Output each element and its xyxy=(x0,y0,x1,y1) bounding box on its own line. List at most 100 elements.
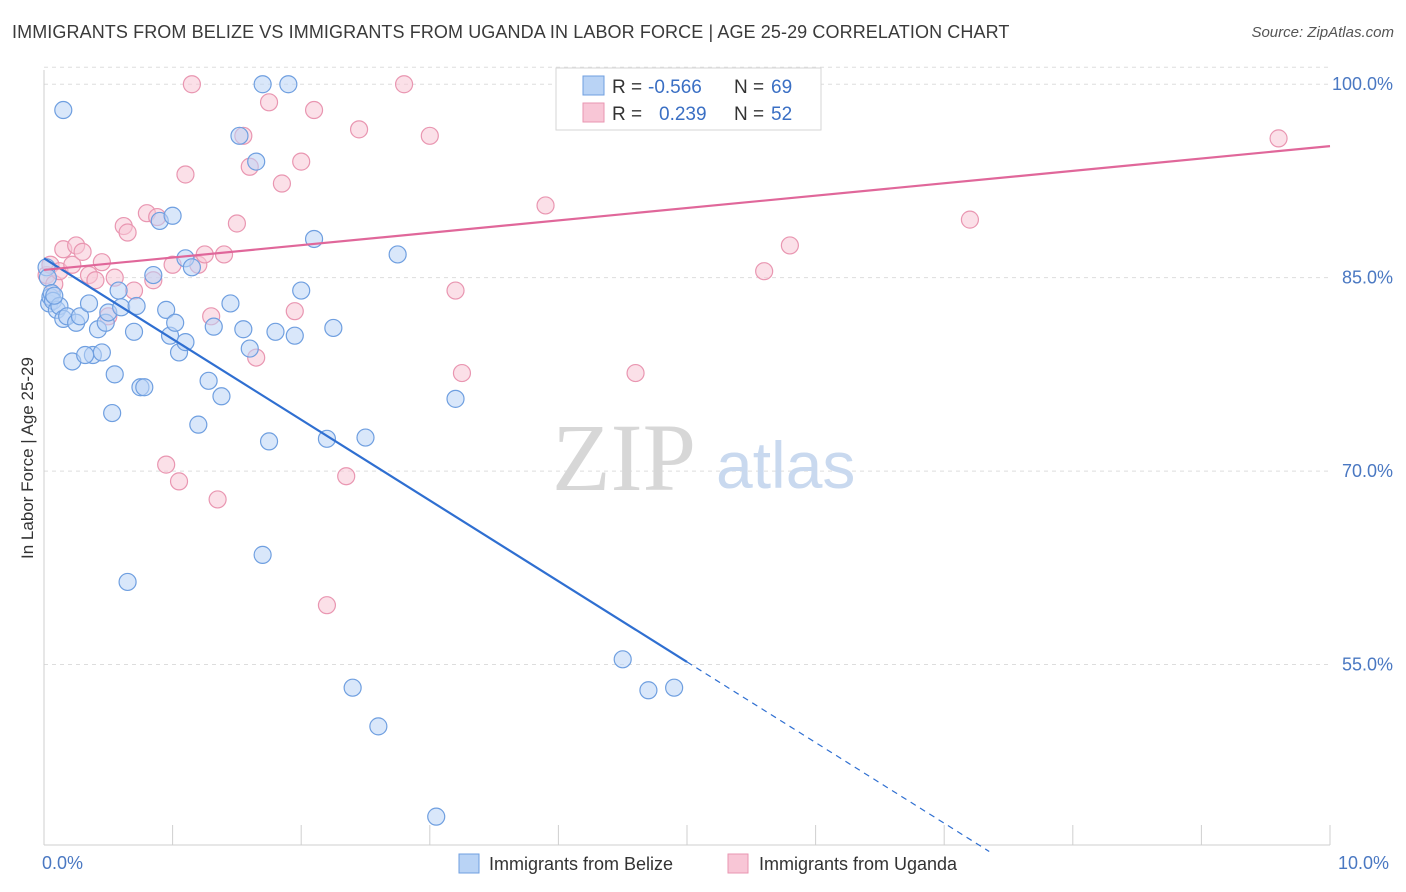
belize-point xyxy=(266,322,285,341)
belize-point xyxy=(240,339,259,358)
belize-point xyxy=(135,378,154,397)
belize-point xyxy=(166,313,185,332)
belize-point xyxy=(189,415,208,434)
uganda-point xyxy=(292,152,311,171)
uganda-point xyxy=(86,271,105,290)
uganda-point xyxy=(452,363,472,383)
uganda-point xyxy=(446,281,465,300)
y-axis-label: In Labor Force | Age 25-29 xyxy=(18,357,37,559)
belize-point xyxy=(163,206,182,225)
belize-point xyxy=(199,371,218,390)
uganda-point xyxy=(272,174,292,193)
belize-point xyxy=(38,268,57,287)
uganda-point xyxy=(208,490,227,509)
uganda-point xyxy=(317,596,337,615)
trend-lines xyxy=(43,145,1331,852)
uganda-r-label: R = xyxy=(612,104,642,125)
belize-point xyxy=(124,322,144,341)
uganda-point xyxy=(157,455,176,474)
belize-point xyxy=(279,75,298,94)
uganda-point xyxy=(124,281,144,300)
y-tick-label: 100.0% xyxy=(1332,74,1393,94)
watermark-atlas: atlas xyxy=(716,428,855,502)
uganda-point xyxy=(176,165,195,184)
belize-point xyxy=(182,258,201,277)
belize-legend-swatch xyxy=(582,75,605,96)
uganda-point xyxy=(63,255,82,274)
source-label: Source: ZipAtlas.com xyxy=(1251,24,1394,41)
belize-point xyxy=(247,152,266,171)
belize-point xyxy=(343,678,362,697)
uganda-point xyxy=(304,100,324,120)
belize-point xyxy=(639,681,658,700)
belize-point xyxy=(105,365,124,384)
belize-point xyxy=(76,345,95,365)
belize-r-label: R = xyxy=(612,77,642,98)
y-tick-labels: 55.0% 70.0% 85.0% 100.0% xyxy=(1332,74,1393,674)
uganda-point xyxy=(285,302,304,321)
belize-point xyxy=(221,294,240,313)
uganda-points xyxy=(37,75,1288,615)
uganda-point xyxy=(92,253,111,272)
belize-point xyxy=(369,717,388,736)
belize-point xyxy=(285,326,304,345)
uganda-point xyxy=(73,242,92,261)
belize-point xyxy=(234,320,253,339)
belize-point xyxy=(212,387,231,406)
gridlines xyxy=(44,66,1330,665)
x-ticks xyxy=(43,825,1331,845)
belize-point xyxy=(204,317,223,336)
uganda-point xyxy=(755,262,774,281)
belize-point xyxy=(292,281,311,300)
belize-point xyxy=(109,281,128,300)
belize-point xyxy=(45,286,64,305)
belize-point xyxy=(103,403,122,423)
correlation-legend: R = -0.566 N = 69 R = 0.239 N = 52 xyxy=(555,67,822,131)
uganda-point xyxy=(337,467,356,486)
belize-point xyxy=(324,318,343,338)
belize-point xyxy=(613,650,632,669)
y-tick-label: 55.0% xyxy=(1342,654,1393,674)
belize-point xyxy=(253,545,272,564)
belize-point xyxy=(253,75,272,94)
belize-trend-extension xyxy=(686,661,990,852)
uganda-point xyxy=(227,214,246,233)
uganda-point xyxy=(182,75,201,94)
uganda-point xyxy=(349,120,369,139)
uganda-trend-line xyxy=(43,145,1331,272)
belize-n-label: N = xyxy=(734,77,764,98)
belize-point xyxy=(92,343,111,362)
uganda-point xyxy=(118,223,137,242)
uganda-point xyxy=(169,472,189,491)
belize-bottom-swatch xyxy=(458,853,480,874)
uganda-point xyxy=(420,126,439,145)
belize-point xyxy=(427,807,446,826)
uganda-point xyxy=(780,236,799,255)
y-tick-label: 85.0% xyxy=(1342,268,1393,288)
belize-point xyxy=(70,307,90,326)
belize-point xyxy=(127,296,146,316)
uganda-legend-label: Immigrants from Uganda xyxy=(759,854,958,874)
x-tick-label-max: 10.0% xyxy=(1338,853,1389,873)
belize-point xyxy=(665,678,684,697)
watermark-zip: ZIP xyxy=(552,404,696,511)
belize-point xyxy=(54,100,73,120)
uganda-n-value: 52 xyxy=(771,104,792,125)
uganda-r-value: 0.239 xyxy=(659,104,707,125)
uganda-legend-swatch xyxy=(582,102,605,123)
belize-point xyxy=(317,429,337,448)
uganda-point xyxy=(1269,129,1288,148)
uganda-n-label: N = xyxy=(734,104,764,125)
uganda-bottom-swatch xyxy=(727,853,749,874)
uganda-point xyxy=(960,210,980,229)
uganda-point xyxy=(536,196,555,215)
belize-point xyxy=(388,245,407,264)
belize-point xyxy=(79,294,99,313)
uganda-point xyxy=(626,363,645,383)
belize-trend-line xyxy=(43,257,688,663)
belize-point xyxy=(118,572,137,592)
belize-point xyxy=(259,432,279,451)
belize-n-value: 69 xyxy=(771,77,792,98)
belize-point xyxy=(446,389,465,408)
